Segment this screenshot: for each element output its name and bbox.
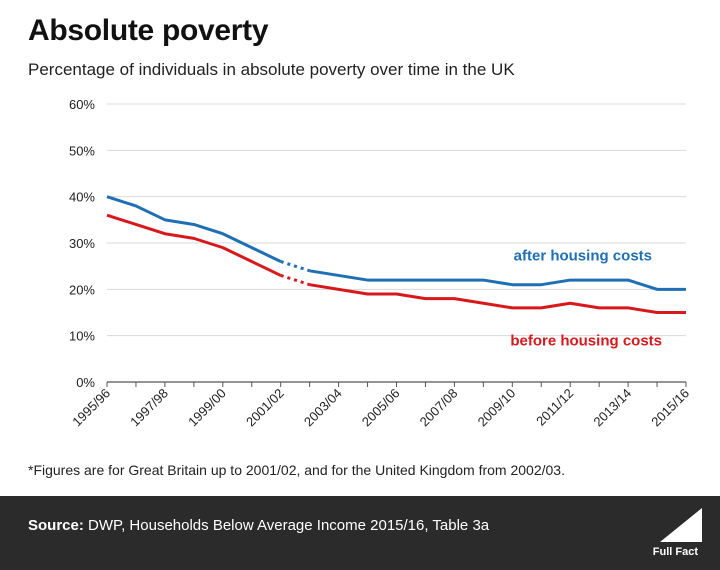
y-tick-label: 50% — [69, 143, 95, 158]
chart-title: Absolute poverty — [28, 14, 269, 47]
y-tick-label: 10% — [69, 329, 95, 344]
y-tick-label: 0% — [76, 375, 95, 390]
x-tick-label: 2003/04 — [301, 386, 345, 430]
x-tick-label: 1995/96 — [69, 386, 113, 430]
x-tick-label: 2013/14 — [590, 386, 634, 430]
chart-subtitle: Percentage of individuals in absolute po… — [28, 60, 515, 79]
logo-text: Full Fact — [652, 546, 698, 558]
y-tick-label: 20% — [69, 282, 95, 297]
y-tick-label: 30% — [69, 236, 95, 251]
x-tick-label: 2011/12 — [533, 386, 576, 429]
series-line-1-break — [280, 260, 311, 273]
source-text: Source: DWP, Households Below Average In… — [28, 517, 489, 534]
x-tick-label: 1997/98 — [127, 386, 171, 430]
full-fact-logo-icon — [660, 508, 702, 542]
series-label-before-housing-costs: before housing costs — [510, 333, 662, 350]
line-chart: 0% 10% 20% 30% 40% 50% 60% 1995/96 1997/98 1999/0… — [69, 97, 692, 430]
x-tick-label: 1999/00 — [185, 386, 229, 430]
series-line-2-break — [280, 274, 311, 287]
y-tick-label: 60% — [69, 97, 95, 112]
source-footer: Source: DWP, Households Below Average In… — [0, 496, 720, 570]
source-label: Source: — [28, 517, 84, 534]
source-citation: DWP, Households Below Average Income 201… — [88, 517, 490, 534]
series-label-after-housing-costs: after housing costs — [514, 247, 652, 264]
x-tick-label: 2007/08 — [417, 386, 461, 430]
x-tick-label: 2001/02 — [243, 386, 287, 430]
series-line-2-gb — [106, 213, 282, 277]
series-line-1-uk — [309, 269, 686, 291]
footnote: *Figures are for Great Britain up to 200… — [28, 462, 565, 478]
y-tick-label: 40% — [69, 190, 95, 205]
series-line-1-gb — [106, 195, 282, 263]
x-tick-label: 2005/06 — [359, 386, 403, 430]
x-tick-label: 2015/16 — [648, 386, 692, 430]
x-tick-label: 2009/10 — [475, 386, 519, 430]
series-line-2-uk — [309, 283, 686, 314]
